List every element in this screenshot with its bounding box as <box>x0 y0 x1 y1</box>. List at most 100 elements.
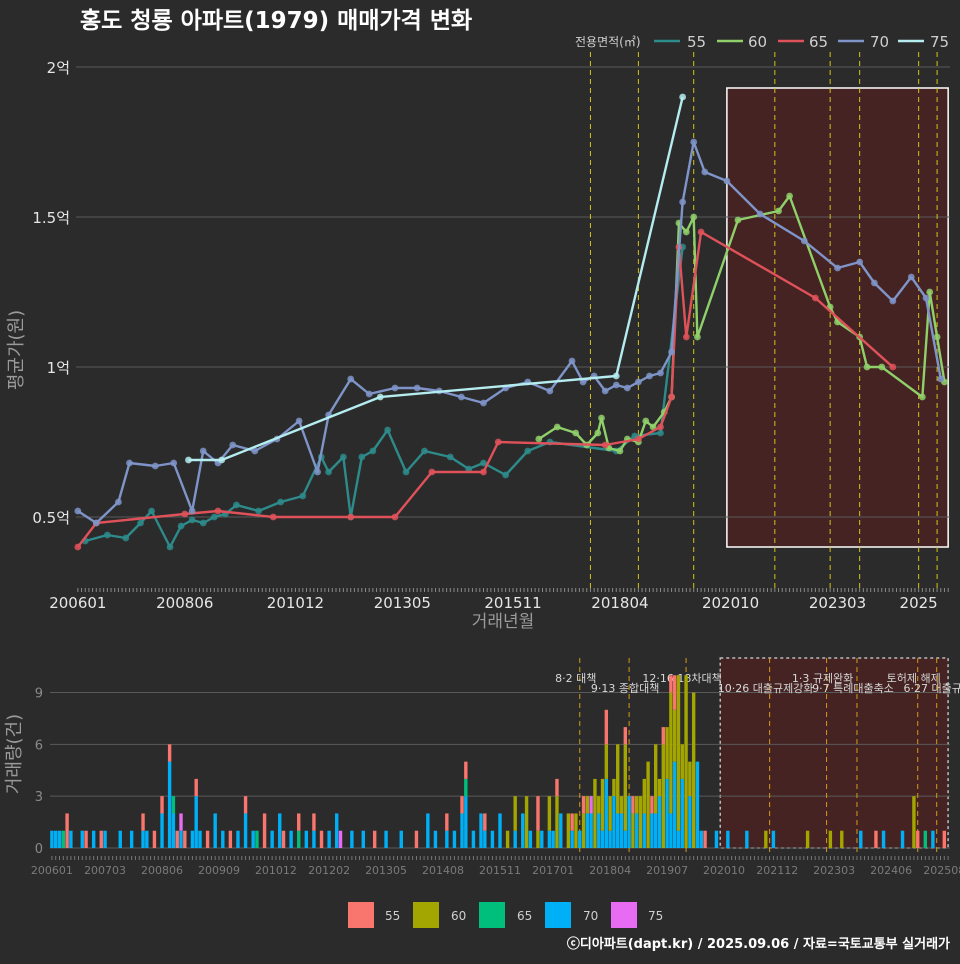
volume-bar-55 <box>445 813 449 831</box>
volume-bar-55 <box>99 830 103 848</box>
policy-annotation-label: 6·27 대출규 <box>904 682 960 695</box>
data-point-60 <box>693 333 701 341</box>
data-point-70 <box>668 348 675 356</box>
volume-bar-60 <box>536 830 540 848</box>
volume-bar-60 <box>635 796 639 814</box>
y-tick-label: 1억 <box>47 359 70 377</box>
volume-bar-70 <box>460 813 464 848</box>
volume-bar-70 <box>551 830 555 848</box>
volume-bar-55 <box>160 796 164 814</box>
volume-bar-70 <box>547 830 552 848</box>
legend-label-60: 60 <box>748 33 767 51</box>
data-point-70 <box>365 390 373 398</box>
data-point-70 <box>679 198 687 206</box>
volume-bar-70 <box>771 830 776 848</box>
volume-bar-70 <box>589 813 593 848</box>
volume-bar-55 <box>372 830 377 848</box>
data-point-70 <box>126 459 133 467</box>
data-point-60 <box>616 447 624 455</box>
volume-bar-55 <box>631 796 635 814</box>
volume-bar-70 <box>635 813 639 848</box>
volume-bar-70 <box>289 830 293 848</box>
volume-bar-55 <box>581 796 586 814</box>
data-point-60 <box>642 417 650 425</box>
volume-bar-55 <box>874 830 878 848</box>
size-legend: 전용면적(㎡) 55 60 65 70 75 <box>575 33 949 51</box>
volume-bar-60 <box>619 796 624 814</box>
legend-box-label-70: 70 <box>583 909 598 923</box>
volume-bar-60 <box>828 830 833 848</box>
volume-bar-70 <box>50 830 54 848</box>
volume-bar-70 <box>665 778 669 848</box>
volume-bar-70 <box>578 830 582 848</box>
x-tick-label: 202010 <box>702 594 759 612</box>
data-point-60 <box>572 429 580 437</box>
data-point-70 <box>646 372 653 380</box>
price-panel: 0.5억 1억 1.5억 2억 200601 200806 201012 201305 2015… <box>32 52 950 612</box>
data-point-65 <box>494 438 502 446</box>
data-point-70 <box>480 399 487 407</box>
data-point-65 <box>428 468 436 476</box>
data-point-75 <box>376 393 384 401</box>
legend-box-label-60: 60 <box>451 909 466 923</box>
data-point-60 <box>682 228 690 236</box>
data-point-70 <box>74 507 82 515</box>
policy-annotation-label: 토허제 해제 <box>887 671 941 685</box>
volume-bar-60 <box>505 830 510 848</box>
volume-bar-70 <box>669 813 673 848</box>
data-point-65 <box>668 393 675 401</box>
data-point-70 <box>800 237 808 245</box>
data-point-60 <box>598 414 605 422</box>
data-point-55 <box>210 513 218 521</box>
data-point-70 <box>907 273 915 281</box>
data-point-70 <box>623 384 631 392</box>
volume-bar-60 <box>593 778 597 848</box>
volume-bar-70 <box>726 830 730 848</box>
volume-bar-70 <box>426 813 430 848</box>
volume-bar-60 <box>912 796 916 848</box>
volume-bar-60 <box>631 813 635 848</box>
volume-bar-55 <box>262 813 267 848</box>
volume-bar-55 <box>141 813 145 831</box>
volume-bar-70 <box>179 830 183 848</box>
policy-annotation-label: 8·2 대책 <box>555 672 596 685</box>
volume-bar-70 <box>327 830 331 848</box>
data-point-65 <box>634 435 642 443</box>
volume-bar-55 <box>672 675 677 710</box>
legend-box-70 <box>545 902 571 928</box>
volume-bar-55 <box>703 830 707 848</box>
legend-title: 전용면적(㎡) <box>575 35 641 49</box>
data-point-60 <box>690 213 698 221</box>
data-point-70 <box>457 393 465 401</box>
volume-bar-70 <box>881 830 886 848</box>
volume-bar-55 <box>312 813 316 831</box>
volume-bar-70 <box>676 830 681 848</box>
data-point-60 <box>649 423 657 431</box>
volume-bar-55 <box>650 796 654 814</box>
data-point-70 <box>347 375 355 383</box>
volume-bar-70 <box>642 813 647 848</box>
volume-bar-70 <box>650 813 654 848</box>
volume-x-tick-label: 200909 <box>198 864 240 877</box>
x-tick-label: 202303 <box>809 594 866 612</box>
volume-bar-70 <box>57 830 62 848</box>
volume-bar-65 <box>923 830 928 848</box>
data-point-70 <box>413 384 421 392</box>
volume-bar-70 <box>699 830 703 848</box>
data-point-70 <box>701 168 709 176</box>
data-point-55 <box>299 492 307 500</box>
volume-bar-55 <box>669 675 673 693</box>
data-point-60 <box>553 423 561 431</box>
volume-bar-60 <box>669 692 673 814</box>
volume-bar-70 <box>540 830 544 848</box>
volume-bar-65 <box>297 830 301 848</box>
data-point-70 <box>871 279 878 287</box>
volume-bar-70 <box>221 830 225 848</box>
data-point-55 <box>103 531 111 539</box>
volume-bar-55 <box>228 830 233 848</box>
volume-bar-55 <box>604 709 609 745</box>
volume-bar-70 <box>653 813 658 848</box>
data-point-55 <box>122 534 130 542</box>
volume-bar-70 <box>616 813 620 848</box>
